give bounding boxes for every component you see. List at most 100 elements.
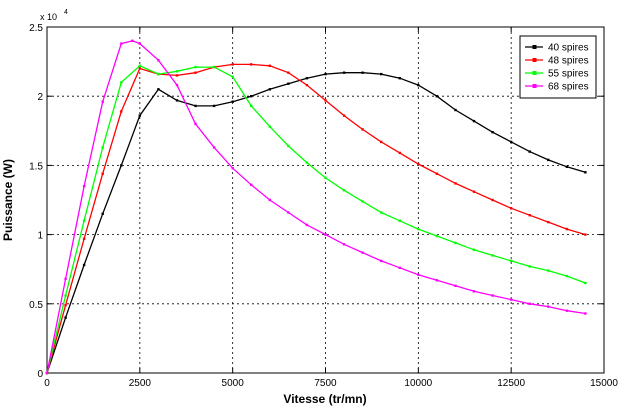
series-line-3 xyxy=(46,65,586,374)
data-point xyxy=(64,304,67,307)
data-point xyxy=(342,243,346,246)
data-point xyxy=(64,294,67,297)
data-point xyxy=(528,150,531,153)
data-point xyxy=(82,237,86,240)
y-tick-label: 2.5 xyxy=(29,23,43,34)
data-point xyxy=(324,176,327,180)
data-point xyxy=(305,83,309,87)
data-point xyxy=(510,207,513,210)
data-point xyxy=(120,164,123,167)
y-tick-label: 0.5 xyxy=(29,300,43,311)
data-point xyxy=(231,75,234,78)
data-point xyxy=(342,189,346,192)
data-point xyxy=(268,64,271,67)
ticks: 0 2500 5000 7500 10000 12500 15000 0 0.5 1 1.5 2 2.5 xyxy=(29,23,618,389)
data-point xyxy=(398,151,401,155)
data-point xyxy=(491,294,494,297)
data-point xyxy=(398,266,401,269)
data-point xyxy=(565,309,569,312)
data-point xyxy=(565,227,569,231)
data-point xyxy=(547,305,550,308)
data-point xyxy=(101,146,104,149)
data-point xyxy=(82,185,86,188)
data-point xyxy=(435,279,439,282)
data-point xyxy=(194,65,197,69)
legend-entry-label: 40 spires xyxy=(548,43,589,54)
data-point xyxy=(547,158,550,162)
data-point xyxy=(138,64,141,67)
data-point xyxy=(398,77,401,80)
data-point xyxy=(175,99,179,102)
data-point xyxy=(324,72,327,76)
data-point xyxy=(472,248,476,251)
series-line-2 xyxy=(46,63,586,374)
data-point xyxy=(435,95,439,98)
data-point xyxy=(380,259,383,263)
data-point xyxy=(157,72,160,76)
data-point xyxy=(380,72,383,76)
series-lines xyxy=(45,39,587,375)
data-point xyxy=(491,131,494,134)
data-point xyxy=(324,99,327,102)
data-point xyxy=(547,220,550,224)
data-point xyxy=(250,63,253,66)
data-point xyxy=(287,82,290,85)
data-point xyxy=(491,254,494,257)
legend-entry-label: 48 spires xyxy=(548,56,589,67)
legend: 40 spires 48 spires 55 spires 68 spires xyxy=(519,35,597,99)
data-point xyxy=(231,63,234,66)
data-point xyxy=(82,263,86,267)
data-point xyxy=(380,211,383,214)
data-point xyxy=(417,83,420,87)
data-point xyxy=(45,371,49,375)
data-point xyxy=(212,104,216,108)
data-point xyxy=(287,144,290,148)
data-point xyxy=(454,241,457,245)
data-point xyxy=(268,88,271,91)
data-point xyxy=(472,290,476,293)
legend-swatch-marker xyxy=(532,45,537,49)
data-point xyxy=(157,59,160,62)
legend-swatch-marker xyxy=(532,84,537,88)
data-point xyxy=(250,104,253,108)
data-point xyxy=(101,212,104,215)
data-point xyxy=(64,277,67,281)
data-point xyxy=(454,284,457,287)
series-line-1 xyxy=(46,72,586,374)
data-point xyxy=(138,42,141,45)
legend-swatch-marker xyxy=(532,58,537,62)
data-point xyxy=(584,171,587,174)
data-point xyxy=(584,312,587,315)
data-point xyxy=(417,227,420,231)
y-exponent-power: 4 xyxy=(64,9,68,16)
data-point xyxy=(324,233,327,236)
data-point xyxy=(528,302,531,305)
data-point xyxy=(268,198,271,202)
x-tick-label: 5000 xyxy=(222,378,245,389)
data-point xyxy=(510,140,513,144)
data-point xyxy=(287,71,290,74)
data-point xyxy=(342,114,346,117)
data-point xyxy=(528,214,531,217)
legend-entry-label: 55 spires xyxy=(548,69,589,80)
data-point xyxy=(175,83,179,87)
data-point xyxy=(120,110,123,113)
data-point xyxy=(64,316,67,319)
x-tick-label: 15000 xyxy=(590,378,618,389)
data-point xyxy=(361,200,364,203)
x-tick-label: 10000 xyxy=(404,378,432,389)
data-point xyxy=(472,190,476,193)
data-point xyxy=(131,39,134,42)
data-point xyxy=(435,172,439,175)
x-tick-label: 12500 xyxy=(497,378,525,389)
data-point xyxy=(565,274,569,278)
data-point xyxy=(361,71,364,74)
data-point xyxy=(157,88,160,91)
data-point xyxy=(82,219,86,222)
data-point xyxy=(250,183,253,186)
data-point xyxy=(361,128,364,131)
x-tick-label: 2500 xyxy=(129,378,152,389)
data-point xyxy=(231,100,234,103)
data-point xyxy=(305,161,309,164)
